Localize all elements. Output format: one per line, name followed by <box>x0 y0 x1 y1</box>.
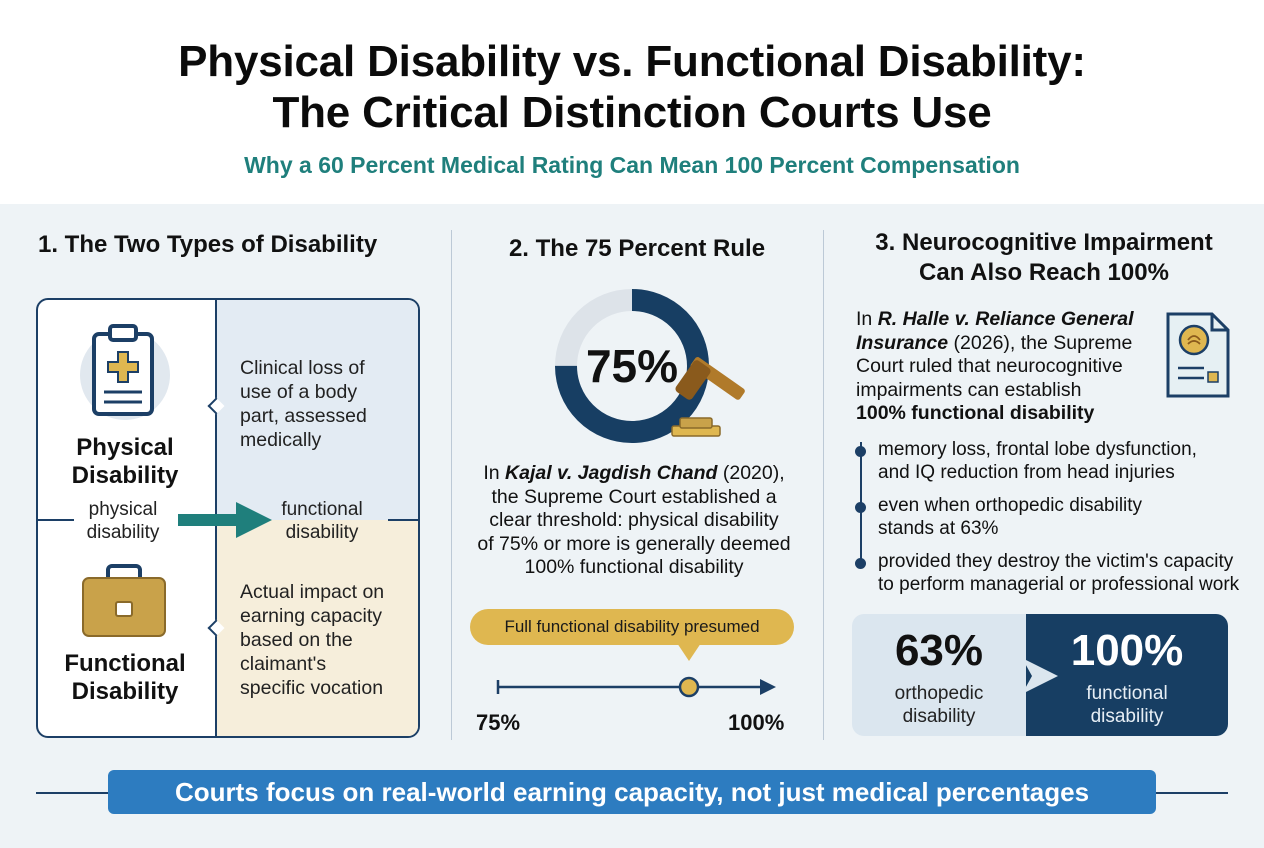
case-name: Insurance <box>856 331 949 354</box>
section-3-title-line: Can Also Reach 100% <box>919 259 1169 286</box>
physical-description: Clinical loss of use of a body part, ass… <box>240 356 410 452</box>
to-line: functional <box>281 499 363 520</box>
functional-description: Actual impact on earning capacity based … <box>240 580 415 700</box>
clipboard-medical-icon <box>92 324 154 416</box>
functional-label-line: Disability <box>71 678 179 705</box>
case-year: (2020), <box>717 462 785 484</box>
column-divider <box>451 230 452 740</box>
cmp-label-line: orthopedic <box>894 683 984 704</box>
card-divider <box>388 519 418 521</box>
arrow-right-icon <box>178 502 272 538</box>
functional-disability-label: Functional Disability <box>40 650 210 706</box>
section-3-title: 3. Neurocognitive Impairment Can Also Re… <box>824 228 1264 288</box>
case-line: Insurance (2026), the Supreme <box>856 332 1156 356</box>
desc-line: claimant's <box>240 653 327 675</box>
from-line: disability <box>86 522 160 543</box>
donut-percent-label: 75% <box>586 340 678 392</box>
threshold-scale <box>496 676 776 698</box>
functional-panel <box>1026 614 1228 736</box>
footer-banner: Courts focus on real-world earning capac… <box>108 770 1156 814</box>
case-line: the Supreme Court established a <box>491 485 777 508</box>
desc-line: Actual impact on <box>240 581 385 603</box>
desc-line: part, assessed <box>240 405 367 427</box>
case-prefix: In <box>483 462 506 484</box>
bullet-item: memory loss, frontal lobe dysfunction, a… <box>878 438 1197 484</box>
halle-case-text: In R. Halle v. Reliance General Insuranc… <box>856 308 1156 426</box>
case-year: (2026), the Supreme <box>948 331 1133 354</box>
cmp-label-line: disability <box>1090 706 1164 727</box>
chevron-right-icon <box>1022 658 1058 694</box>
scale-start-label: 75% <box>476 710 521 735</box>
scale-marker <box>678 676 700 698</box>
case-line: clear threshold: physical disability <box>489 509 779 531</box>
case-line: 100% functional disability <box>524 556 744 578</box>
case-name: Kajal v. Jagdish Chand <box>505 462 718 484</box>
functional-desc-panel <box>216 520 418 736</box>
case-line: impairments can establish <box>856 378 1082 401</box>
case-line: In R. Halle v. Reliance General <box>856 308 1156 332</box>
functional-value: 100% <box>1070 626 1184 675</box>
comparison-box: 63% orthopedic disability 100% functiona… <box>852 614 1228 736</box>
bullet-dot <box>855 446 866 457</box>
page-subtitle: Why a 60 Percent Medical Rating Can Mean… <box>244 152 1020 178</box>
column-divider <box>823 230 824 740</box>
physical-label-line: Disability <box>71 462 179 489</box>
title-line-1: Physical Disability vs. Functional Disab… <box>178 37 1086 86</box>
scale-arrowhead <box>760 679 776 695</box>
desc-line: medically <box>240 429 322 451</box>
callout-pointer <box>677 643 701 661</box>
case-line-bold: 100% functional disability <box>856 402 1095 424</box>
orthopedic-value: 63% <box>894 626 984 675</box>
desc-line: Clinical loss of <box>240 357 365 379</box>
bullet-line: memory loss, frontal lobe dysfunction, <box>878 439 1197 460</box>
section-3-title-line: 3. Neurocognitive Impairment <box>875 229 1213 256</box>
physical-disability-label: Physical Disability <box>40 434 210 490</box>
bullet-item: even when orthopedic disability stands a… <box>878 494 1142 540</box>
bullet-line: provided they destroy the victim's capac… <box>878 551 1234 572</box>
desc-line: based on the <box>240 629 353 651</box>
briefcase-icon <box>82 564 166 637</box>
bullet-line: to perform managerial or professional wo… <box>878 574 1240 595</box>
orthopedic-panel <box>852 614 1026 736</box>
desc-line: use of a body <box>240 381 358 403</box>
cmp-label-line: functional <box>1086 683 1168 704</box>
header: Physical Disability vs. Functional Disab… <box>0 0 1264 204</box>
transition-from-label: physical disability <box>58 498 188 544</box>
functional-label-line: Functional <box>64 650 186 677</box>
case-line: of 75% or more is generally deemed <box>477 532 791 555</box>
title-line-2: The Critical Distinction Courts Use <box>272 88 992 137</box>
percent-donut-chart: 75% <box>555 289 745 443</box>
to-line: disability <box>285 522 359 543</box>
desc-line: specific vocation <box>240 677 384 699</box>
orthopedic-label: orthopedic disability <box>852 682 1026 728</box>
bullet-dot <box>855 502 866 513</box>
bullet-item: provided they destroy the victim's capac… <box>878 550 1239 596</box>
desc-line: earning capacity <box>240 605 383 627</box>
section-1-title: 1. The Two Types of Disability <box>38 231 378 258</box>
kajal-case-text: In Kajal v. Jagdish Chand (2020), the Su… <box>458 462 810 580</box>
bullet-line: and IQ reduction from head injuries <box>878 462 1175 483</box>
page-title: Physical Disability vs. Functional Disab… <box>0 36 1264 138</box>
section-2-title: 2. The 75 Percent Rule <box>508 235 766 262</box>
case-prefix: In <box>856 308 878 330</box>
cmp-label-line: disability <box>902 706 976 727</box>
brain-document-icon <box>1166 312 1230 398</box>
case-line: Court ruled that neurocognitive <box>856 355 1123 377</box>
bullet-dot <box>855 558 866 569</box>
physical-label-line: Physical <box>76 434 174 461</box>
case-name: R. Halle v. Reliance General <box>877 308 1134 330</box>
transition-to-label: functional disability <box>262 498 382 544</box>
scale-end-label: 100% <box>728 710 785 735</box>
functional-label: functional disability <box>1026 682 1228 728</box>
physical-desc-panel <box>216 300 418 520</box>
case-line: In Kajal v. Jagdish Chand (2020), <box>458 462 810 486</box>
card-divider <box>38 519 74 521</box>
callout-pill: Full functional disability presumed <box>470 609 794 645</box>
bullet-line: even when orthopedic disability <box>878 495 1143 516</box>
from-line: physical <box>88 499 158 520</box>
bullet-line: stands at 63% <box>878 518 999 539</box>
gavel-icon <box>671 357 745 437</box>
